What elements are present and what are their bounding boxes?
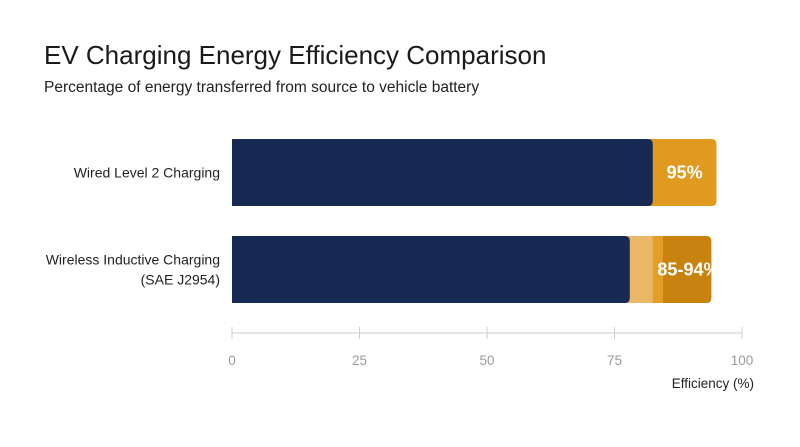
bar-value-label: 95%: [667, 163, 703, 183]
bar-wired-base: [232, 139, 653, 206]
chart-subtitle: Percentage of energy transferred from so…: [44, 79, 480, 96]
category-label: Wireless Inductive Charging: [46, 252, 220, 268]
x-tick-label: 50: [479, 353, 494, 368]
x-tick-label: 25: [352, 353, 367, 368]
x-tick-label: 75: [607, 353, 622, 368]
bar-value-label: 85-94%: [657, 260, 719, 280]
x-axis-title: Efficiency (%): [672, 376, 754, 391]
category-label: Wired Level 2 Charging: [74, 165, 220, 181]
x-tick-label: 100: [731, 353, 754, 368]
chart-title: EV Charging Energy Efficiency Comparison: [44, 40, 547, 70]
bar-wireless-base: [232, 236, 630, 303]
x-tick-label: 0: [228, 353, 236, 368]
category-label: (SAE J2954): [141, 272, 220, 288]
